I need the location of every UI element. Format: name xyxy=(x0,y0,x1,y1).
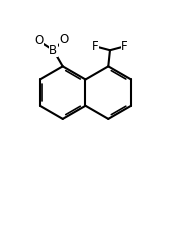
Text: O: O xyxy=(60,33,69,46)
Text: O: O xyxy=(34,34,44,47)
Text: B: B xyxy=(49,44,57,57)
Text: F: F xyxy=(92,40,99,53)
Text: F: F xyxy=(121,40,128,53)
